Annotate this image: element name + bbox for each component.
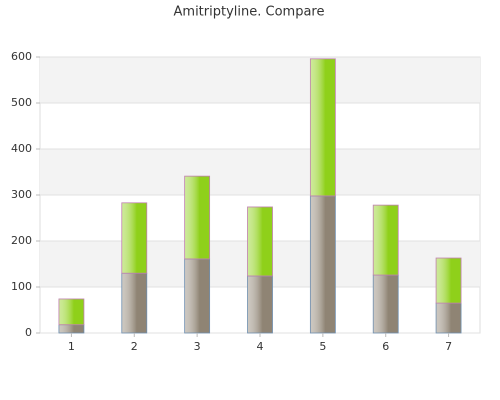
y-tick-label: 200 xyxy=(11,234,32,247)
bar-segment xyxy=(184,175,211,260)
bar-segment xyxy=(184,258,211,334)
bar-segment xyxy=(247,206,273,277)
y-tick-label: 0 xyxy=(25,326,32,339)
grid-band xyxy=(40,149,480,195)
grid-band xyxy=(40,57,480,103)
bar-segment xyxy=(435,257,462,304)
chart-title: Amitriptyline. Compare xyxy=(174,5,325,20)
bar-segment xyxy=(372,204,399,276)
y-tick-label: 500 xyxy=(11,96,32,109)
bar-segment xyxy=(372,274,399,334)
y-tick-label: 400 xyxy=(11,142,32,155)
bar-segment xyxy=(121,202,148,274)
x-tick-label: 7 xyxy=(445,340,452,353)
x-tick-label: 1 xyxy=(68,340,75,353)
bar-segment xyxy=(121,272,148,334)
x-tick-label: 3 xyxy=(194,340,201,353)
x-tick-label: 2 xyxy=(131,340,138,353)
bar-segment xyxy=(247,275,273,334)
x-tick-label: 4 xyxy=(257,340,264,353)
bar-segment xyxy=(435,302,462,334)
bar-segment xyxy=(309,195,336,334)
x-tick-label: 5 xyxy=(319,340,326,353)
bar-segment xyxy=(58,324,85,334)
x-tick-label: 6 xyxy=(382,340,389,353)
bar-segment xyxy=(309,58,336,197)
y-tick-label: 100 xyxy=(11,280,32,293)
y-tick-label: 300 xyxy=(11,188,32,201)
bar-segment xyxy=(58,298,85,326)
y-tick-label: 600 xyxy=(11,50,32,63)
